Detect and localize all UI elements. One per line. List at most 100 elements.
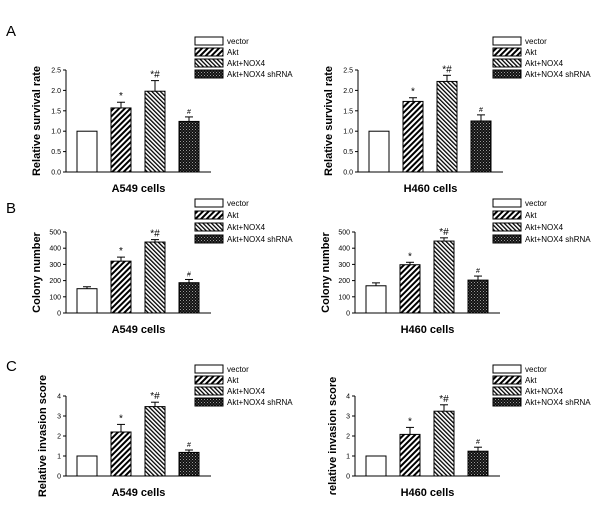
y-tick-label: 3 — [346, 414, 350, 421]
y-tick-label: 0 — [346, 311, 350, 318]
significance-mark: * — [119, 91, 123, 102]
legend-swatch — [492, 36, 522, 46]
x-axis-label: H460 cells — [401, 324, 455, 336]
bar-akt-nox4 — [433, 240, 455, 314]
bar-akt — [110, 431, 132, 477]
significance-mark: * — [408, 251, 412, 262]
significance-mark: # — [479, 107, 483, 114]
y-tick-label: 4 — [57, 394, 61, 401]
significance-mark: *# — [439, 394, 449, 405]
y-tick-label: 0 — [57, 311, 61, 318]
bar-akt-nox4 — [144, 90, 166, 173]
bar-akt-nox4 — [433, 410, 455, 477]
y-tick-label: 200 — [338, 278, 350, 285]
y-axis-label: Colony number — [31, 231, 43, 312]
bar-akt-nox4-shrna — [467, 279, 489, 314]
significance-mark: *# — [150, 70, 160, 81]
legend-label: vector — [227, 199, 249, 208]
significance-mark: *# — [442, 64, 452, 75]
legend-label: Akt — [227, 376, 239, 385]
y-tick-label: 500 — [49, 230, 61, 237]
y-tick-label: 3 — [57, 414, 61, 421]
legend-label: Akt — [227, 48, 239, 57]
y-tick-label: 200 — [49, 278, 61, 285]
x-axis-label: A549 cells — [112, 487, 166, 499]
legend-label: Akt+NOX4 shRNA — [525, 235, 591, 244]
significance-mark: *# — [439, 227, 449, 238]
bar-akt-nox4 — [144, 406, 166, 477]
y-tick-label: 400 — [49, 246, 61, 253]
legend-swatch — [492, 222, 522, 232]
bar-akt — [110, 260, 132, 314]
x-axis-label: H460 cells — [401, 487, 455, 499]
legend-swatch — [194, 36, 224, 46]
legend-swatch — [194, 386, 224, 396]
chart-a-h460: 0.0 0.5 1.0 1.5 2.0 2.5 Relative survival rate… — [323, 36, 591, 195]
bar-akt-nox4-shrna — [178, 120, 200, 173]
legend-label: Akt+NOX4 — [525, 59, 564, 68]
y-tick-label: 2 — [346, 434, 350, 441]
legend-swatch — [194, 69, 224, 79]
legend-swatch — [194, 198, 224, 208]
legend-swatch — [194, 58, 224, 68]
bar-akt — [399, 264, 421, 314]
legend-swatch — [194, 47, 224, 57]
y-tick-label: 2 — [57, 434, 61, 441]
significance-mark: # — [187, 109, 191, 116]
y-tick-label: 0 — [57, 474, 61, 481]
y-axis-label: Relative survival rate — [31, 66, 43, 176]
legend-label: vector — [525, 37, 547, 46]
panel-label-b: B — [6, 200, 16, 217]
y-tick-label: 4 — [346, 394, 350, 401]
legend-swatch — [492, 375, 522, 385]
x-axis-label: A549 cells — [112, 183, 166, 195]
legend-label: Akt — [227, 211, 239, 220]
legend-swatch — [492, 234, 522, 244]
significance-mark: * — [411, 87, 415, 98]
legend-swatch — [492, 58, 522, 68]
y-axis-label: Relative survival rate — [323, 66, 335, 176]
legend-label: Akt+NOX4 — [227, 387, 266, 396]
legend-swatch — [492, 69, 522, 79]
chart-a-a549: 0.0 0.5 1.0 1.5 2.0 2.5 Relative survival rate… — [31, 36, 293, 195]
chart-b-a549: 0 100 200 300 400 500 Colony number * *# # A549 ce… — [31, 198, 293, 336]
legend-swatch — [492, 397, 522, 407]
y-axis-label: Relative invasion score — [37, 375, 49, 497]
significance-mark: * — [119, 413, 123, 424]
legend-label: Akt+NOX4 — [227, 223, 266, 232]
legend-label: Akt+NOX4 shRNA — [227, 398, 293, 407]
significance-mark: # — [187, 442, 191, 449]
bar-akt-nox4-shrna — [178, 451, 200, 477]
x-axis-label: A549 cells — [112, 324, 166, 336]
y-tick-label: 2.0 — [51, 88, 61, 95]
bar-akt-nox4 — [436, 80, 458, 173]
y-tick-label: 0.0 — [343, 170, 353, 177]
legend-label: vector — [525, 365, 547, 374]
legend-swatch — [194, 234, 224, 244]
y-tick-label: 400 — [338, 246, 350, 253]
legend-label: Akt+NOX4 — [525, 223, 564, 232]
significance-mark: * — [408, 416, 412, 427]
legend-swatch — [194, 375, 224, 385]
y-axis-label: ɾelative invasion score — [327, 377, 339, 496]
legend-label: vector — [227, 365, 249, 374]
legend-label: Akt — [525, 376, 537, 385]
significance-mark: # — [187, 271, 191, 278]
y-tick-label: 100 — [338, 294, 350, 301]
legend-label: vector — [227, 37, 249, 46]
legend-swatch — [194, 397, 224, 407]
y-tick-label: 0.0 — [51, 170, 61, 177]
legend-label: Akt+NOX4 shRNA — [227, 70, 293, 79]
y-tick-label: 2.5 — [51, 68, 61, 75]
panel-label-c: C — [6, 358, 17, 375]
legend-label: Akt+NOX4 shRNA — [525, 70, 591, 79]
y-tick-label: 300 — [49, 262, 61, 269]
y-tick-label: 300 — [338, 262, 350, 269]
bar-akt — [110, 107, 132, 173]
y-tick-label: 1.0 — [343, 129, 353, 136]
y-tick-label: 100 — [49, 294, 61, 301]
legend-swatch — [492, 364, 522, 374]
significance-mark: # — [476, 268, 480, 275]
legend-label: Akt+NOX4 — [227, 59, 266, 68]
